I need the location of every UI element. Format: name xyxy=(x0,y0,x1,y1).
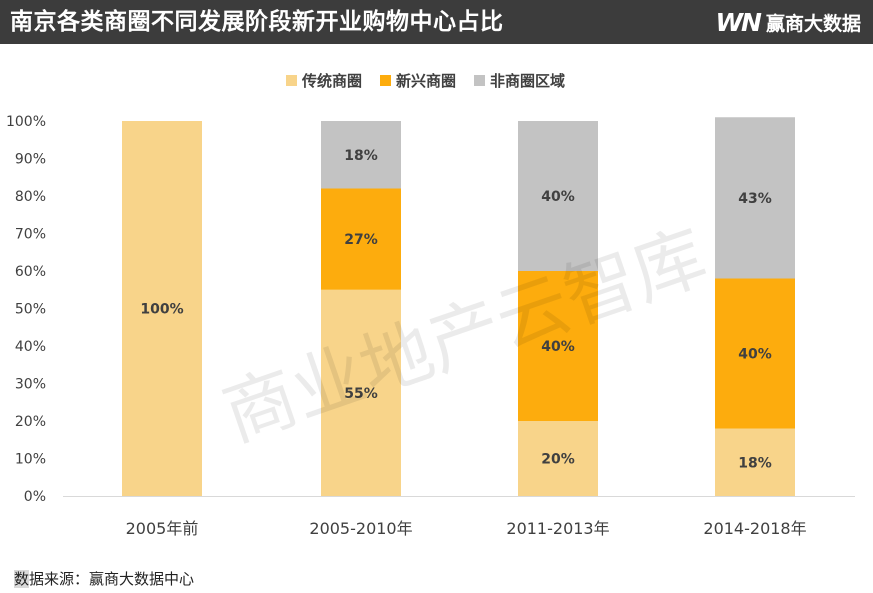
data-label: 55% xyxy=(344,386,378,402)
legend-swatch-2 xyxy=(380,75,391,86)
stacked-bar-chart: 传统商圈 新兴商圈 非商圈区域 0% 10% 20% 30% 40% 50% 60% 70% 80%… xyxy=(6,72,855,538)
bar-segment xyxy=(518,421,598,496)
y-tick-label: 20% xyxy=(15,414,46,430)
y-tick-label: 10% xyxy=(15,452,46,468)
y-tick-label: 0% xyxy=(24,489,46,505)
x-tick-label: 2011-2013年 xyxy=(506,519,609,538)
y-tick-label: 90% xyxy=(15,152,46,168)
data-label: 18% xyxy=(738,455,772,471)
bar-segment xyxy=(715,428,795,496)
source-highlight: 数 xyxy=(14,570,30,588)
bar-segment xyxy=(518,271,598,421)
x-tick-label: 2005年前 xyxy=(126,519,199,538)
data-label: 20% xyxy=(541,452,575,468)
bars: 100% 55% 27% 18% 20% 40% 40% 18% 40% 43% xyxy=(122,117,795,496)
legend-label-1: 传统商圈 xyxy=(301,72,362,90)
chart-title: 南京各类商圈不同发展阶段新开业购物中心占比 xyxy=(10,9,504,35)
data-label: 40% xyxy=(541,339,575,355)
bar-segment xyxy=(321,289,401,496)
y-tick-label: 80% xyxy=(15,189,46,205)
y-tick-label: 30% xyxy=(15,377,46,393)
y-tick-label: 100% xyxy=(6,114,46,130)
brand: WN 赢商大数据 xyxy=(715,0,861,44)
brand-name: 赢商大数据 xyxy=(765,12,861,35)
watermark-text: 商业地产云智库 xyxy=(213,214,717,458)
x-tick-label: 2005-2010年 xyxy=(309,519,412,538)
source-text: 据来源：赢商大数据中心 xyxy=(29,570,195,588)
bar-segment xyxy=(321,121,401,189)
y-tick-label: 70% xyxy=(15,227,46,243)
data-label: 40% xyxy=(541,189,575,205)
bar-segment xyxy=(715,117,795,279)
legend: 传统商圈 新兴商圈 非商圈区域 xyxy=(286,72,565,90)
title-bar: 南京各类商圈不同发展阶段新开业购物中心占比 WN 赢商大数据 xyxy=(0,0,873,44)
bar-segment xyxy=(518,121,598,271)
x-axis: 2005年前 2005-2010年 2011-2013年 2014-2018年 xyxy=(126,519,807,538)
x-tick-label: 2014-2018年 xyxy=(703,519,806,538)
bar-segment xyxy=(715,278,795,429)
y-tick-label: 60% xyxy=(15,264,46,280)
y-tick-label: 40% xyxy=(15,339,46,355)
bar-segment xyxy=(321,188,401,290)
brand-logo-icon: WN xyxy=(715,7,761,37)
data-label: 43% xyxy=(738,191,772,207)
legend-swatch-3 xyxy=(474,75,485,86)
data-label: 18% xyxy=(344,148,378,164)
y-tick-label: 50% xyxy=(15,302,46,318)
legend-label-3: 非商圈区域 xyxy=(490,72,565,90)
legend-label-2: 新兴商圈 xyxy=(396,72,456,90)
data-label: 27% xyxy=(344,232,378,248)
y-axis: 0% 10% 20% 30% 40% 50% 60% 70% 80% 90% 100% xyxy=(6,114,855,505)
data-label: 40% xyxy=(738,347,772,363)
legend-swatch-1 xyxy=(286,75,297,86)
data-label: 100% xyxy=(140,302,183,318)
source-note: 数据来源：赢商大数据中心 xyxy=(14,568,194,589)
bar-segment xyxy=(122,121,202,496)
